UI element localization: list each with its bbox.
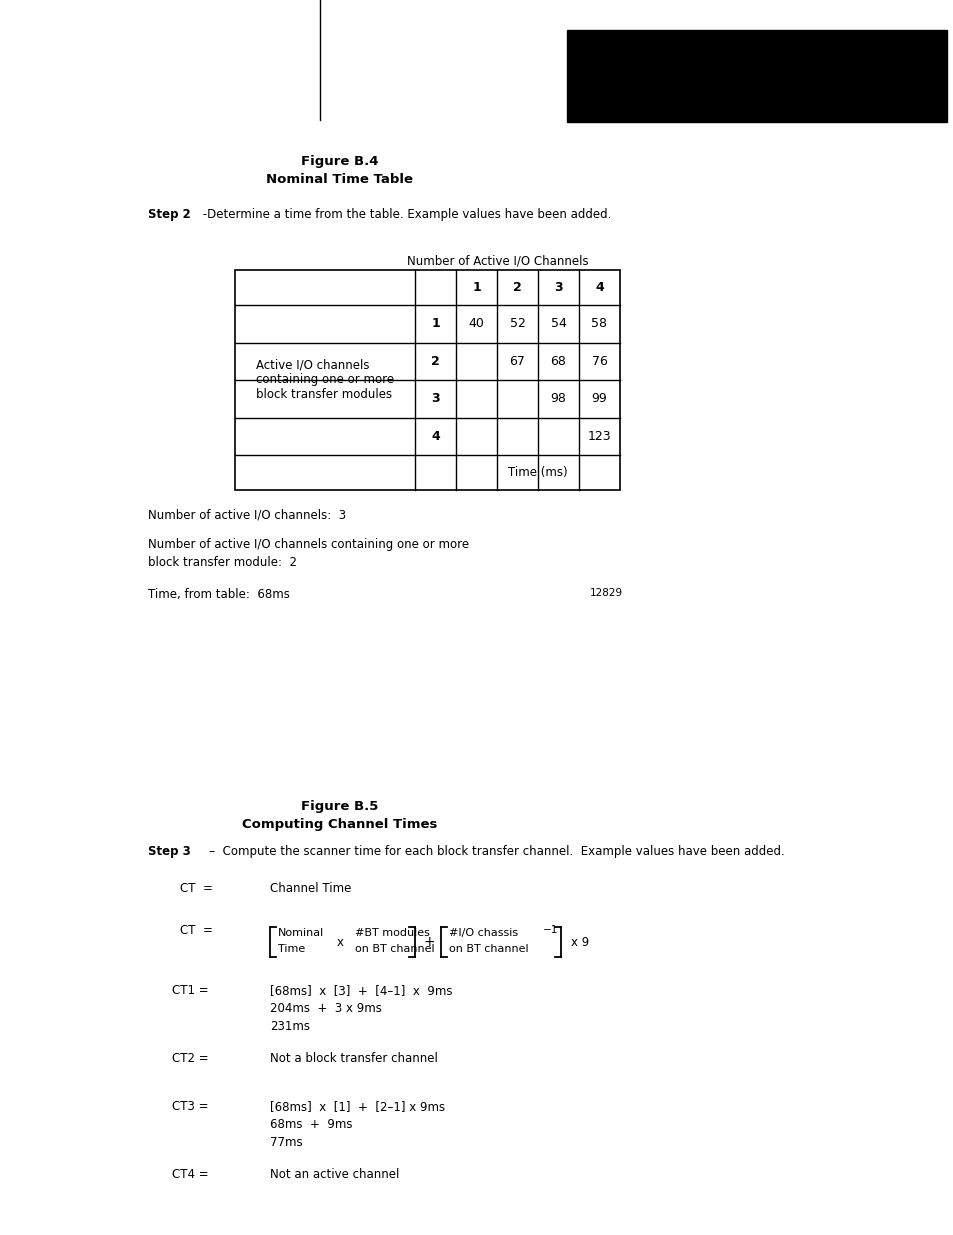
Text: 204ms  +  3 x 9ms: 204ms + 3 x 9ms xyxy=(270,1002,381,1015)
Text: x 9: x 9 xyxy=(571,935,589,948)
Text: 68ms  +  9ms: 68ms + 9ms xyxy=(270,1118,352,1131)
Text: CT1 =: CT1 = xyxy=(172,984,209,997)
Text: 2: 2 xyxy=(513,282,521,294)
Text: Appendix B: Appendix B xyxy=(577,52,679,67)
Text: 40: 40 xyxy=(468,317,484,330)
Text: 12829: 12829 xyxy=(589,588,622,598)
Text: 4: 4 xyxy=(595,282,603,294)
Text: ASCII Module: ASCII Module xyxy=(577,78,667,91)
Text: 76: 76 xyxy=(591,354,607,368)
Text: 99: 99 xyxy=(591,393,607,405)
Text: 58: 58 xyxy=(591,317,607,330)
Text: 231ms: 231ms xyxy=(270,1020,310,1032)
Text: 1: 1 xyxy=(472,282,480,294)
Bar xyxy=(234,270,619,490)
Text: 3: 3 xyxy=(431,393,439,405)
Text: Time: Time xyxy=(277,944,305,953)
Text: +: + xyxy=(423,935,435,948)
Text: 4: 4 xyxy=(431,430,439,443)
Text: Number of active I/O channels:  3: Number of active I/O channels: 3 xyxy=(148,508,346,521)
Text: Time, from table:  68ms: Time, from table: 68ms xyxy=(148,588,290,601)
Text: 54: 54 xyxy=(550,317,566,330)
Text: Computing Channel Times: Computing Channel Times xyxy=(242,818,437,831)
Text: on BT channel: on BT channel xyxy=(355,944,435,953)
Text: 123: 123 xyxy=(587,430,611,443)
Text: Nominal Time Table: Nominal Time Table xyxy=(266,173,413,186)
Text: 77ms: 77ms xyxy=(270,1136,302,1149)
Text: –  Compute the scanner time for each block transfer channel.  Example values hav: – Compute the scanner time for each bloc… xyxy=(198,845,784,858)
Text: For PLC-3 Proessor: For PLC-3 Proessor xyxy=(577,100,705,114)
Text: Not a block transfer channel: Not a block transfer channel xyxy=(270,1052,437,1065)
Text: Active I/O channels
containing one or more
block transfer modules: Active I/O channels containing one or mo… xyxy=(255,358,394,401)
Text: Time (ms): Time (ms) xyxy=(508,466,567,479)
Text: CT  =: CT = xyxy=(180,924,213,937)
Text: CT4 =: CT4 = xyxy=(172,1168,209,1181)
Text: CT  =: CT = xyxy=(180,882,213,895)
Text: 2: 2 xyxy=(431,354,439,368)
Text: Step 3: Step 3 xyxy=(148,845,191,858)
Text: [68ms]  x  [3]  +  [4–1]  x  9ms: [68ms] x [3] + [4–1] x 9ms xyxy=(270,984,452,997)
Text: 52: 52 xyxy=(509,317,525,330)
Text: block transfer module:  2: block transfer module: 2 xyxy=(148,556,296,569)
Text: CT3 =: CT3 = xyxy=(172,1100,209,1113)
Text: Nominal: Nominal xyxy=(277,927,324,939)
Text: 68: 68 xyxy=(550,354,566,368)
Text: Not an active channel: Not an active channel xyxy=(270,1168,399,1181)
Text: Number of Active I/O Channels: Number of Active I/O Channels xyxy=(407,254,588,268)
Text: #BT modules: #BT modules xyxy=(355,927,430,939)
Text: CT2 =: CT2 = xyxy=(172,1052,209,1065)
Bar xyxy=(566,30,946,122)
Text: #I/O chassis: #I/O chassis xyxy=(449,927,517,939)
Text: [68ms]  x  [1]  +  [2–1] x 9ms: [68ms] x [1] + [2–1] x 9ms xyxy=(270,1100,445,1113)
Text: on BT channel: on BT channel xyxy=(449,944,528,953)
Text: -Determine a time from the table. Example values have been added.: -Determine a time from the table. Exampl… xyxy=(199,207,611,221)
Text: Step 2: Step 2 xyxy=(148,207,191,221)
Text: Figure B.4: Figure B.4 xyxy=(301,156,378,168)
Text: Figure B.5: Figure B.5 xyxy=(301,800,378,813)
Text: 98: 98 xyxy=(550,393,566,405)
Text: 1: 1 xyxy=(431,317,439,330)
Text: x: x xyxy=(336,935,343,948)
Text: −1: −1 xyxy=(542,925,558,935)
Text: Number of active I/O channels containing one or more: Number of active I/O channels containing… xyxy=(148,538,469,551)
Text: 67: 67 xyxy=(509,354,525,368)
Text: 3: 3 xyxy=(554,282,562,294)
Text: Channel Time: Channel Time xyxy=(270,882,351,895)
